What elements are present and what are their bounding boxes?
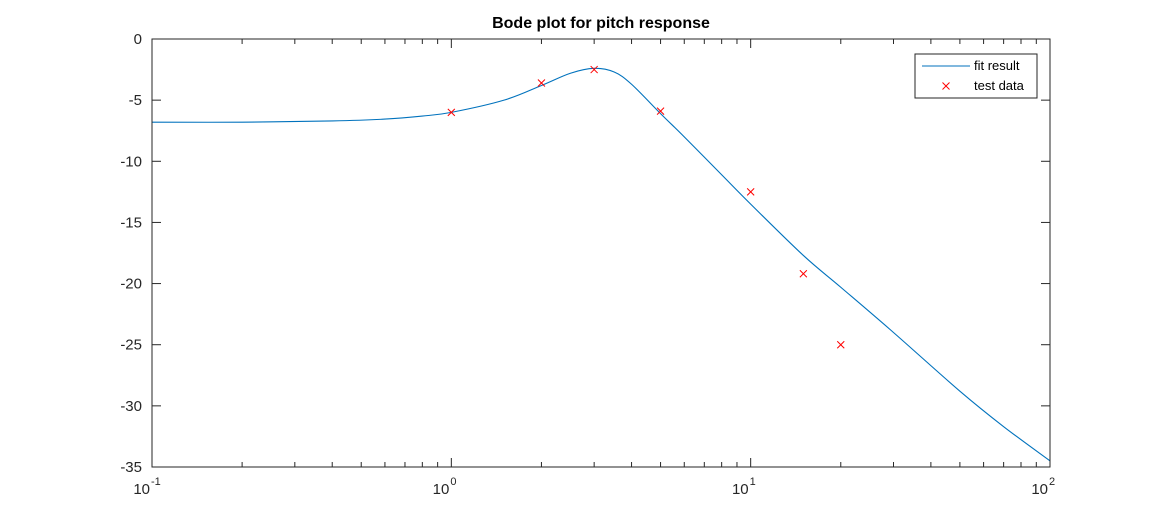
y-tick-label: -25 [120,337,142,354]
y-tick-label: -10 [120,153,142,170]
marker-stroke [590,65,599,74]
test-data-point [537,79,546,87]
x-tick-exponent: -1 [151,476,161,488]
x-tick-exponent: 2 [1049,476,1055,488]
series-line-fit-result [151,67,1051,462]
test-data-point [746,188,755,196]
test-data-point [836,340,845,349]
marker-stroke [746,188,755,196]
test-data-point [656,107,665,116]
marker-stroke [836,340,845,349]
test-data-point [590,65,599,74]
series-layer [151,65,1051,462]
x-tick-exponent: 1 [750,476,756,488]
legend-label: fit result [974,58,1020,73]
legend: fit result test data [914,53,1038,99]
legend-swatch-marker [942,82,950,90]
y-tick-label: -20 [120,276,142,293]
chart-title: Bode plot for pitch response [492,15,710,32]
test-data-point [447,108,456,117]
x-tick-label: 10 [732,481,749,498]
test-data-point [799,269,808,278]
legend-box [914,53,1038,99]
x-tick-exponent: 0 [450,476,456,488]
y-tick-label: -35 [120,459,142,476]
marker-stroke [799,269,808,278]
y-tick-label: -30 [120,398,142,415]
ticks-layer: 10 -1 10 0 10 1 10 20-5-10-15-20-25-30-35 [120,31,1055,498]
legend-label: test data [974,78,1025,93]
marker-stroke [537,79,546,87]
x-tick-label: 10 [433,481,450,498]
x-tick-label: 10 [1031,481,1048,498]
marker-stroke [447,108,456,117]
y-tick-label: -5 [129,92,142,109]
marker-stroke [656,107,665,116]
plot-area [152,39,1050,467]
x-tick-label: 10 [133,481,150,498]
y-tick-label: 0 [134,31,142,48]
plot-frame [151,38,1051,468]
y-tick-label: -15 [120,214,142,231]
